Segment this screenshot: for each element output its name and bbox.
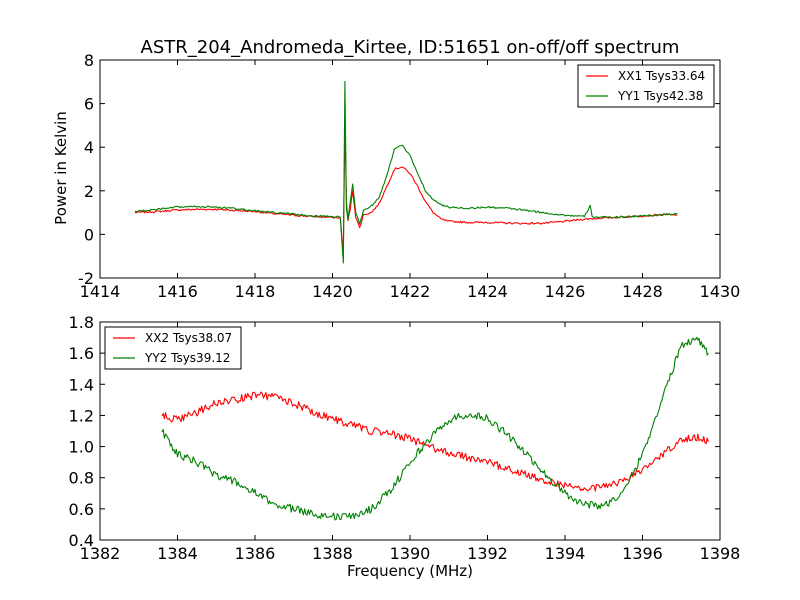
legend-box xyxy=(104,326,242,370)
legend-entry: XX2 Tsys38.07 xyxy=(145,331,232,345)
series-line-yy1-tsys42-38 xyxy=(134,80,678,264)
y-tick-label: 1.0 xyxy=(69,438,94,457)
x-tick-label: 1422 xyxy=(390,282,431,301)
y-tick-label: 0.6 xyxy=(69,500,94,519)
legend: XX2 Tsys38.07 YY2 Tsys39.12 xyxy=(104,326,242,370)
series-line-xx2-tsys38-07 xyxy=(161,391,709,492)
y-tick-label: 4 xyxy=(84,138,94,157)
x-tick-label: 1386 xyxy=(235,544,276,563)
legend-entry: XX1 Tsys33.64 xyxy=(618,69,705,83)
x-tick-label: 1430 xyxy=(700,282,741,301)
y-tick-label: 1.6 xyxy=(69,344,94,363)
x-tick-label: 1396 xyxy=(622,544,663,563)
x-tick-label: 1382 xyxy=(80,544,121,563)
x-tick-label: 1416 xyxy=(157,282,198,301)
x-tick-label: 1392 xyxy=(467,544,508,563)
x-tick-label: 1398 xyxy=(700,544,741,563)
y-tick-label: 1.2 xyxy=(69,406,94,425)
legend-box xyxy=(577,64,715,108)
series-line-yy2-tsys39-12 xyxy=(161,336,709,521)
x-tick-label: 1418 xyxy=(235,282,276,301)
x-tick-label: 1426 xyxy=(545,282,586,301)
x-tick-label: 1388 xyxy=(312,544,353,563)
x-tick-label: 1424 xyxy=(467,282,508,301)
top-spectrum-plot: 1414 1416 1418 1420 1422 1424 1426 1428 1430 -2 0 2… xyxy=(78,51,740,301)
top-plot-ylabel: Power in Kelvin xyxy=(52,111,70,225)
y-tick-label: 0.4 xyxy=(69,531,94,550)
series-line-xx1-tsys33-64 xyxy=(134,120,678,252)
x-tick-label: 1420 xyxy=(312,282,353,301)
top-plot-title: ASTR_204_Andromeda_Kirtee, ID:51651 on-o… xyxy=(141,37,680,58)
y-tick-label: 1.4 xyxy=(69,375,94,394)
x-tick-label: 1414 xyxy=(80,282,121,301)
y-tick-label: 8 xyxy=(84,51,94,70)
legend-entry: YY1 Tsys42.38 xyxy=(617,89,703,103)
y-tick-label: 2 xyxy=(84,182,94,201)
legend: XX1 Tsys33.64 YY1 Tsys42.38 xyxy=(577,64,715,108)
y-tick-label: 0.8 xyxy=(69,469,94,488)
y-tick-label: 0 xyxy=(84,225,94,244)
y-tick-label: -2 xyxy=(78,269,94,288)
x-tick-label: 1390 xyxy=(390,544,431,563)
bottom-plot-xlabel: Frequency (MHz) xyxy=(347,562,473,580)
x-tick-label: 1384 xyxy=(157,544,198,563)
x-tick-label: 1428 xyxy=(622,282,663,301)
legend-entry: YY2 Tsys39.12 xyxy=(144,351,230,365)
x-tick-label: 1394 xyxy=(545,544,586,563)
y-tick-label: 1.8 xyxy=(69,313,94,332)
bottom-spectrum-plot: 1382 1384 1386 1388 1390 1392 1394 1396 1398 0.4 0… xyxy=(69,313,741,563)
y-tick-label: 6 xyxy=(84,95,94,114)
